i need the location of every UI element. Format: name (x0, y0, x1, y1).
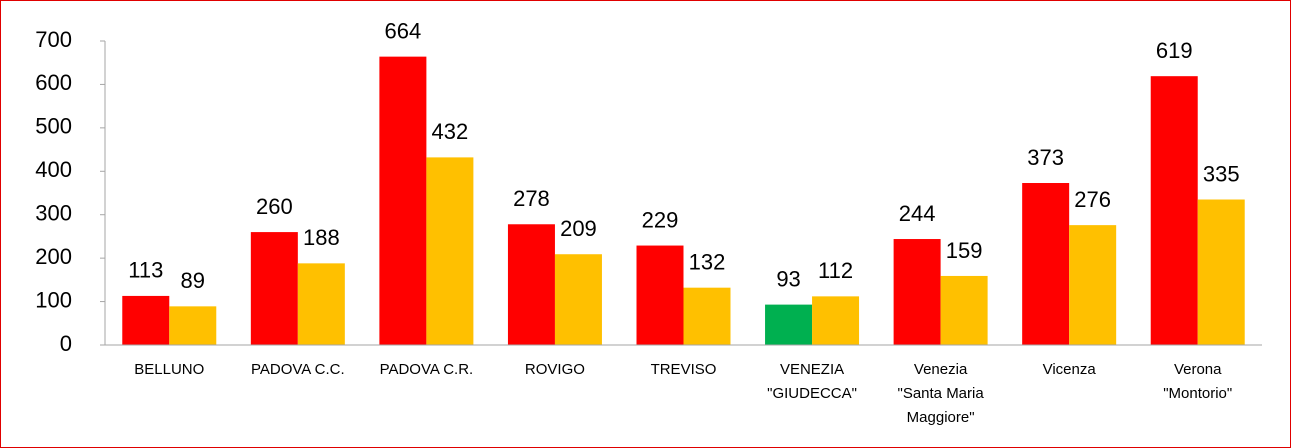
value-label: 619 (1156, 38, 1193, 63)
x-tick-label: BELLUNO (134, 361, 204, 378)
bar (1197, 199, 1245, 345)
y-tick-label: 500 (35, 114, 72, 139)
value-label: 229 (642, 207, 679, 232)
value-label: 373 (1027, 145, 1064, 170)
value-label: 432 (432, 119, 469, 144)
y-tick-label: 0 (60, 331, 72, 356)
value-label: 159 (946, 238, 983, 263)
bar (893, 239, 941, 345)
y-tick-label: 300 (35, 201, 72, 226)
value-label: 112 (818, 258, 853, 283)
bar (683, 287, 731, 345)
bar (636, 245, 684, 345)
y-tick-label: 100 (35, 287, 72, 312)
bar (426, 157, 474, 345)
x-tick-label: PADOVA C.R. (380, 361, 474, 378)
x-tick-label: TREVISO (651, 361, 717, 378)
bar (250, 232, 298, 345)
value-label: 278 (513, 186, 550, 211)
value-label: 335 (1203, 161, 1240, 186)
value-label: 209 (560, 216, 597, 241)
bar (1022, 183, 1070, 345)
y-tick-label: 400 (35, 157, 72, 182)
value-label: 188 (303, 225, 340, 250)
x-tick-label: Verona "Montorio" (1163, 361, 1232, 402)
x-tick-label: VENEZIA "GIUDECCA" (767, 361, 857, 402)
value-label: 89 (181, 268, 205, 293)
value-label: 113 (128, 258, 163, 283)
bar (940, 275, 988, 345)
bar (1069, 225, 1117, 345)
bar (507, 224, 555, 345)
y-tick-label: 600 (35, 70, 72, 95)
y-tick-label: 700 (35, 27, 72, 52)
value-label: 244 (899, 201, 936, 226)
x-tick-label: Venezia "Santa Maria Maggiore" (898, 361, 985, 426)
x-tick-label: Vicenza (1043, 361, 1097, 378)
bar (122, 295, 170, 345)
value-label: 260 (256, 194, 293, 219)
value-label: 132 (689, 249, 726, 274)
bar (379, 56, 427, 346)
value-label: 93 (776, 266, 800, 291)
bar (812, 296, 860, 345)
bar (554, 254, 602, 345)
bar (1150, 76, 1198, 346)
y-tick-label: 200 (35, 244, 72, 269)
value-label: 664 (385, 18, 422, 43)
bar (297, 263, 345, 345)
x-tick-label: PADOVA C.C. (251, 361, 345, 378)
bar (765, 304, 813, 345)
value-label: 276 (1074, 187, 1111, 212)
bar (169, 306, 217, 345)
x-tick-label: ROVIGO (525, 361, 585, 378)
